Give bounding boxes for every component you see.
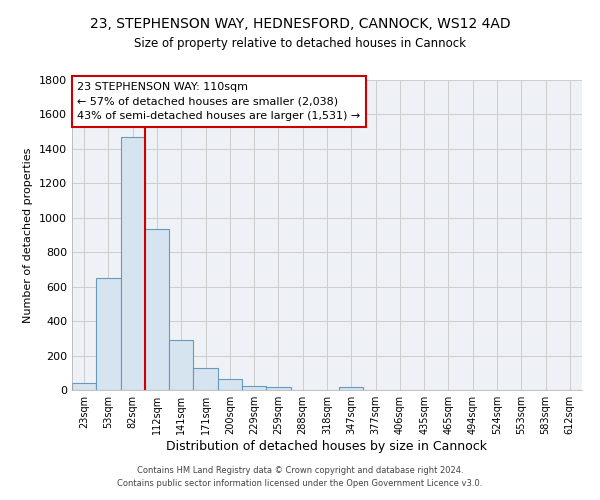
Text: Contains HM Land Registry data © Crown copyright and database right 2024.
Contai: Contains HM Land Registry data © Crown c… [118, 466, 482, 487]
Bar [169, 340, 193, 390]
Bar [145, 228, 169, 390]
Text: 23, STEPHENSON WAY, HEDNESFORD, CANNOCK, WS12 4AD: 23, STEPHENSON WAY, HEDNESFORD, CANNOCK,… [89, 18, 511, 32]
Bar [266, 388, 290, 390]
Bar [242, 386, 266, 390]
Bar [193, 368, 218, 390]
Text: Size of property relative to detached houses in Cannock: Size of property relative to detached ho… [134, 38, 466, 51]
Bar [218, 380, 242, 390]
X-axis label: Distribution of detached houses by size in Cannock: Distribution of detached houses by size … [167, 440, 487, 453]
Bar [72, 384, 96, 390]
Bar [96, 278, 121, 390]
Y-axis label: Number of detached properties: Number of detached properties [23, 148, 34, 322]
Text: 23 STEPHENSON WAY: 110sqm
← 57% of detached houses are smaller (2,038)
43% of se: 23 STEPHENSON WAY: 110sqm ← 57% of detac… [77, 82, 361, 121]
Bar [121, 136, 145, 390]
Bar [339, 388, 364, 390]
